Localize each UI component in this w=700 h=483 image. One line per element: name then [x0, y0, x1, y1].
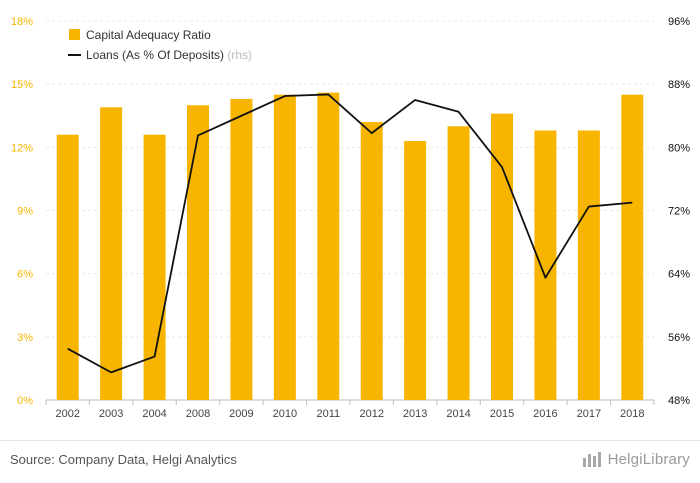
x-axis-tick-label: 2003: [99, 408, 123, 420]
bar: [447, 126, 470, 401]
bar: [230, 98, 253, 401]
bar: [491, 113, 513, 401]
left-axis-tick-label: 18%: [11, 16, 33, 28]
x-axis-tick-label: 2008: [186, 408, 210, 420]
right-axis-tick-label: 88%: [668, 79, 690, 91]
bar: [317, 92, 340, 400]
right-axis-tick-label: 72%: [668, 206, 690, 218]
right-axis-tick-label: 80%: [668, 142, 690, 154]
source-note: Source: Company Data, Helgi Analytics: [10, 452, 237, 467]
legend-label-loans: Loans (As % Of Deposits) (rhs): [86, 48, 252, 62]
x-axis-tick-label: 2017: [577, 408, 601, 420]
left-axis-tick-label: 12%: [11, 142, 33, 154]
legend-label-capital: Capital Adequacy Ratio: [86, 28, 211, 42]
chart: 0% 3% 6% 9% 12% 15% 18% 48% 56% 64% 72% 80% 88% 96% 20…: [11, 16, 690, 420]
legend-swatch-bar: [69, 29, 80, 40]
left-axis-tick-label: 0%: [17, 395, 33, 407]
bar: [534, 130, 557, 400]
left-axis-tick-label: 6%: [17, 269, 33, 281]
loans-line: [67, 93, 633, 374]
x-axis-tick-label: 2016: [533, 408, 557, 420]
left-axis-tick-label: 9%: [17, 206, 33, 218]
bar: [577, 130, 600, 400]
brand[interactable]: HelgiLibrary: [582, 450, 690, 468]
x-axis-tick-label: 2002: [55, 408, 79, 420]
left-axis-tick-label: 15%: [11, 79, 33, 91]
legend-rhs-note: (rhs): [227, 48, 252, 62]
x-axis-tick-label: 2015: [490, 408, 514, 420]
bar: [360, 122, 383, 401]
x-axis-tick-label: 2018: [620, 408, 644, 420]
right-axis-tick-label: 48%: [668, 395, 690, 407]
brand-name: HelgiLibrary: [607, 450, 690, 468]
right-axis-tick-label: 96%: [668, 16, 690, 28]
right-axis-tick-label: 64%: [668, 269, 690, 281]
bar: [143, 134, 166, 400]
x-axis-tick-label: 2013: [403, 408, 427, 420]
bar: [187, 105, 209, 400]
x-axis-tick-label: 2010: [273, 408, 297, 420]
bar: [56, 134, 79, 400]
x-axis-tick-label: 2012: [359, 408, 383, 420]
x-axis-tick-label: 2014: [446, 408, 470, 420]
chart-svg: 0% 3% 6% 9% 12% 15% 18% 48% 56% 64% 72% 80% 88% 96% 20…: [11, 16, 690, 420]
footer: Source: Company Data, Helgi Analytics He…: [0, 440, 700, 483]
helgi-logo-icon: [582, 452, 601, 467]
bar: [621, 94, 644, 400]
left-axis-tick-label: 3%: [17, 332, 33, 344]
bar: [273, 94, 296, 400]
bar: [100, 107, 123, 401]
x-axis-tick-label: 2009: [229, 408, 253, 420]
x-axis-tick-label: 2004: [142, 408, 166, 420]
x-axis-tick-label: 2011: [316, 408, 340, 420]
bar: [404, 141, 427, 400]
right-axis-tick-label: 56%: [668, 332, 690, 344]
